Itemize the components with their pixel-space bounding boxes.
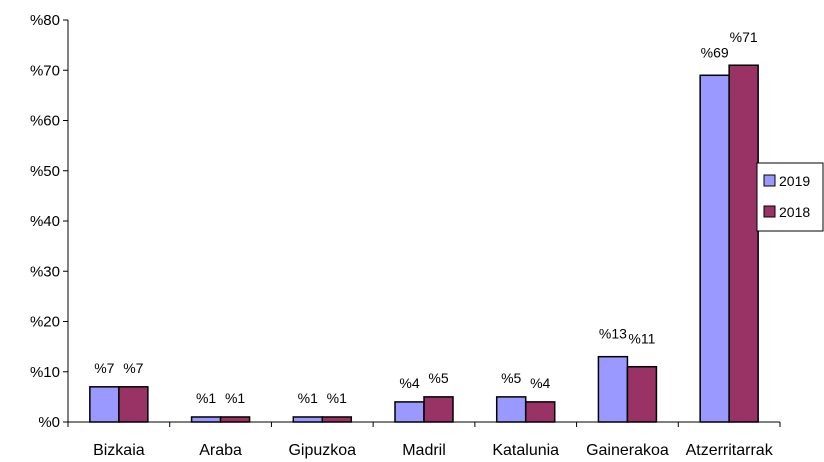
bar <box>524 401 556 423</box>
data-label: %11 <box>628 331 655 347</box>
data-label: %4 <box>530 375 550 391</box>
y-axis-ticks: %0 %10 %20 %30 %40 %50 %60 %70 %80 <box>30 12 68 431</box>
y-tick-label: %40 <box>30 213 60 230</box>
legend-swatch-2018 <box>763 205 776 218</box>
y-tick-label: %60 <box>30 113 60 130</box>
bar <box>626 365 658 423</box>
chart-axes <box>67 20 780 423</box>
x-axis-ticks: Bizkaia Araba Gipuzkoa Madril Katalunia Gaine… <box>67 422 781 459</box>
data-label: %1 <box>327 390 347 406</box>
y-tick-label: %30 <box>30 263 60 280</box>
bar <box>699 74 730 423</box>
bar <box>495 396 527 423</box>
y-tick-label: %70 <box>30 62 60 79</box>
data-label: %1 <box>298 390 318 406</box>
bar <box>118 386 149 423</box>
data-label: %1 <box>225 390 245 406</box>
x-category-label: Gainerakoa <box>586 442 669 459</box>
bar <box>89 386 120 423</box>
data-label: %7 <box>123 360 143 376</box>
bar <box>597 355 629 423</box>
x-category-label: Madril <box>402 442 446 459</box>
legend-swatch-2019 <box>763 174 776 187</box>
x-category-label: Atzerritarrak <box>686 442 774 459</box>
data-labels: %7 %7 %1 %1 %1 %1 %4 %5 %5 %4 %13 %11 %69%71 <box>94 29 758 406</box>
bar <box>190 416 222 423</box>
legend-box <box>756 162 824 232</box>
x-category-label: Araba <box>199 442 242 459</box>
y-tick-label: %20 <box>30 314 60 331</box>
y-tick-label: %10 <box>30 364 60 381</box>
data-label: %71 <box>730 29 758 45</box>
legend-label-2019: 2019 <box>779 173 810 189</box>
data-label: %4 <box>399 375 419 391</box>
data-label: %1 <box>196 390 216 406</box>
bar <box>219 416 251 423</box>
data-label: %7 <box>94 360 114 376</box>
bar <box>292 416 324 423</box>
chart-bars <box>89 64 759 423</box>
bar <box>321 416 353 423</box>
legend-label-2018: 2018 <box>779 204 810 220</box>
chart-legend: 2019 2018 <box>756 162 824 232</box>
y-tick-label: %0 <box>38 414 60 431</box>
x-category-label: Bizkaia <box>93 442 145 459</box>
x-category-label: Katalunia <box>492 442 559 459</box>
y-tick-label: %50 <box>30 163 60 180</box>
y-tick-label: %80 <box>30 12 60 29</box>
data-label: %5 <box>501 370 521 386</box>
x-category-label: Gipuzkoa <box>288 442 356 459</box>
bar <box>394 401 425 423</box>
data-label: %5 <box>428 370 448 386</box>
bar <box>728 64 759 423</box>
data-label: %13 <box>599 326 627 342</box>
bar <box>423 396 454 423</box>
data-label: %69 <box>701 44 729 60</box>
